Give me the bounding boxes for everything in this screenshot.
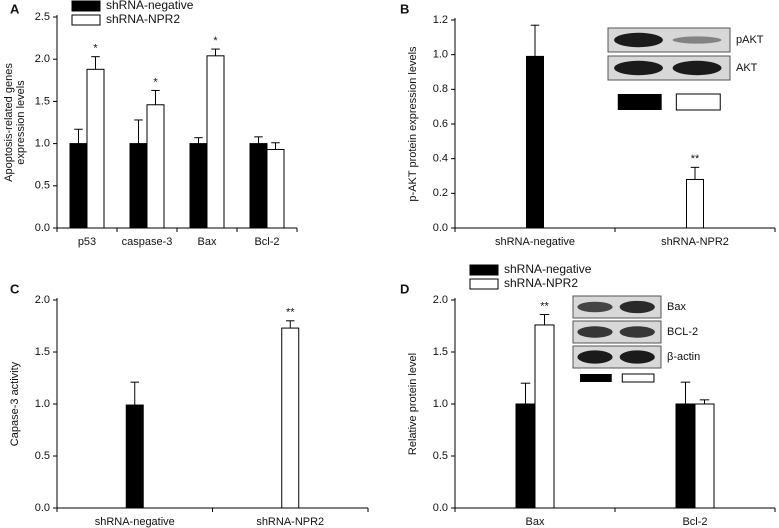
blot-band [614, 32, 663, 48]
y-tick-label: 2.0 [35, 294, 50, 306]
panel-label: C [10, 281, 20, 296]
legend-label: shRNA-negative [106, 0, 194, 12]
y-tick-label: 0.5 [35, 450, 50, 462]
panel-label: A [10, 1, 20, 16]
significance-label: ** [286, 307, 295, 319]
y-tick-label: 0.6 [433, 118, 448, 130]
y-tick-label: 0.2 [433, 187, 448, 199]
bar [249, 143, 268, 229]
x-tick-label: Bax [198, 236, 217, 248]
legend-swatch [71, 14, 101, 26]
bar [694, 403, 715, 509]
significance-label: * [93, 43, 98, 55]
bar [125, 404, 144, 509]
bar [534, 324, 555, 509]
y-tick-label: 1.0 [35, 138, 50, 150]
y-axis-label: Apoptosis-related genes [3, 63, 15, 182]
bar [129, 143, 148, 229]
y-tick-label: 1.0 [433, 49, 448, 61]
blot-label: β-actin [667, 351, 700, 363]
blot-band [577, 326, 613, 338]
y-axis-label: expression levels [15, 80, 27, 165]
y-tick-label: 0.0 [35, 222, 50, 234]
x-tick-label: Bcl-2 [254, 236, 279, 248]
bar [86, 68, 105, 229]
y-tick-label: 0.0 [433, 502, 448, 514]
y-tick-label: 2.0 [433, 294, 448, 306]
y-tick-label: 0.4 [433, 153, 448, 165]
blot-band [614, 60, 663, 76]
x-tick-label: caspase-3 [122, 236, 173, 248]
x-tick-label: Bcl-2 [682, 516, 707, 528]
significance-label: ** [691, 153, 700, 165]
blot-label: BCL-2 [667, 326, 698, 338]
y-tick-label: 0.5 [433, 450, 448, 462]
blot-label: pAKT [736, 34, 764, 46]
y-tick-label: 1.5 [433, 346, 448, 358]
blot-band [672, 60, 722, 76]
y-axis-label: Relative protein level [407, 353, 419, 455]
blot-key [580, 374, 612, 382]
bar [189, 143, 208, 229]
y-tick-label: 1.0 [35, 398, 50, 410]
blot-key [617, 94, 662, 110]
bar [526, 55, 544, 229]
blot-band [619, 326, 655, 338]
significance-label: ** [540, 300, 549, 312]
y-tick-label: 1.5 [35, 346, 50, 358]
y-tick-label: 1.2 [433, 14, 448, 26]
y-tick-label: 0.0 [433, 222, 448, 234]
panel-label: B [400, 1, 409, 16]
y-axis-label: Capase-3 activity [9, 361, 21, 446]
bar [206, 55, 225, 229]
blot-key [621, 373, 655, 383]
bar [686, 178, 704, 229]
blot-band [577, 301, 613, 313]
bar [281, 327, 300, 509]
y-tick-label: 2.0 [35, 53, 50, 65]
blot-label: Bax [667, 301, 686, 313]
y-tick-label: 0.0 [35, 502, 50, 514]
blot-band [577, 350, 613, 364]
blot-label: AKT [736, 62, 758, 74]
legend-swatch [469, 278, 499, 290]
bar [515, 403, 536, 509]
significance-label: * [213, 35, 218, 47]
significance-label: * [153, 76, 158, 88]
blot-band [619, 300, 655, 314]
y-axis-label: p-AKT protein expression levels [407, 46, 419, 202]
x-tick-label: shRNA-negative [95, 516, 175, 528]
bar [266, 149, 285, 229]
legend-swatch [71, 0, 101, 12]
y-tick-label: 1.0 [433, 398, 448, 410]
legend-label: shRNA-NPR2 [106, 12, 180, 26]
bar [675, 403, 696, 509]
x-tick-label: shRNA-negative [495, 236, 575, 248]
x-tick-label: shRNA-NPR2 [256, 516, 324, 528]
y-tick-label: 0.8 [433, 83, 448, 95]
x-tick-label: shRNA-NPR2 [661, 236, 729, 248]
blot-band [619, 350, 655, 364]
y-tick-label: 1.5 [35, 95, 50, 107]
y-tick-label: 0.5 [35, 180, 50, 192]
y-tick-label: 2.5 [35, 11, 50, 23]
legend-label: shRNA-negative [504, 262, 592, 276]
x-tick-label: p53 [78, 236, 96, 248]
legend-swatch [469, 264, 499, 276]
x-tick-label: Bax [526, 516, 545, 528]
bar [69, 143, 88, 229]
bar [146, 104, 165, 229]
blot-key [675, 93, 721, 111]
legend-label: shRNA-NPR2 [504, 276, 578, 290]
blot-band [672, 36, 722, 44]
panel-label: D [400, 281, 409, 296]
